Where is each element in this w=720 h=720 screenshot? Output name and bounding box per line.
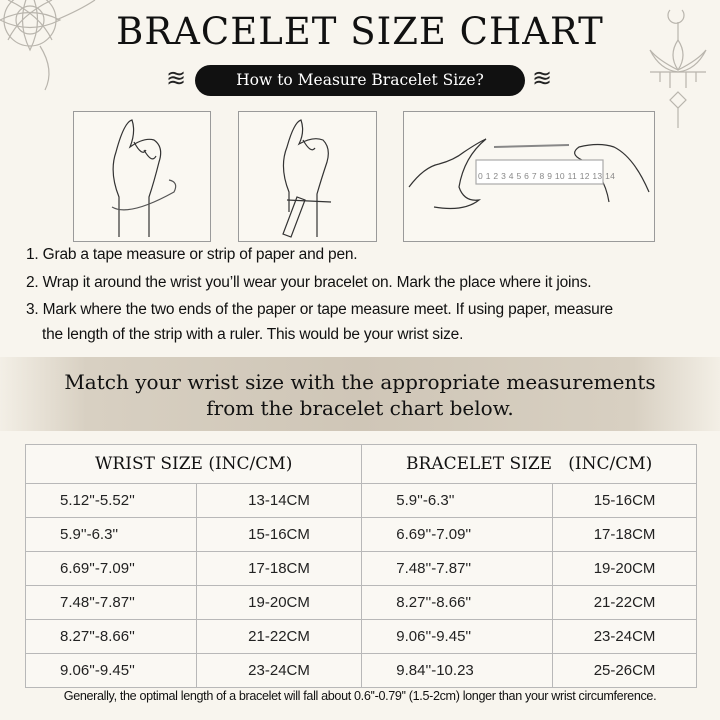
illustration-ruler: 0 1 2 3 4 5 6 7 8 9 10 11 12 13 14: [403, 111, 655, 242]
hand-wrap-icon: [111, 119, 177, 237]
illustration-mark-wrist: [238, 111, 377, 242]
banner-line-2: from the bracelet chart below.: [206, 396, 514, 420]
cell-wrist-cm: 21-22CM: [195, 619, 363, 654]
section-subtitle-pill: How to Measure Bracelet Size?: [195, 65, 525, 96]
ruler-numbers: 0 1 2 3 4 5 6 7 8 9 10 11 12 13 14: [478, 171, 616, 181]
cell-wrist-inches: 6.69''-7.09'': [25, 551, 197, 586]
table-header-row: WRIST SIZE (INC/CM) BRACELET SIZE (INC/C…: [24, 444, 697, 484]
illustration-wrap-wrist: [73, 111, 211, 242]
cell-wrist-cm: 19-20CM: [195, 585, 363, 620]
cell-bracelet-inches: 8.27''-8.66'': [361, 585, 554, 620]
match-banner: Match your wrist size with the appropria…: [0, 357, 720, 431]
cell-wrist-inches: 7.48''-7.87'': [25, 585, 197, 620]
cell-bracelet-cm: 23-24CM: [552, 619, 697, 654]
left-flourish-icon: ≋: [166, 64, 187, 92]
cell-bracelet-cm: 21-22CM: [552, 585, 697, 620]
size-table: WRIST SIZE (INC/CM) BRACELET SIZE (INC/C…: [24, 444, 697, 688]
instruction-step-2: 2. Wrap it around the wrist you’ll wear …: [26, 274, 592, 291]
cell-bracelet-cm: 25-26CM: [552, 653, 697, 688]
cell-bracelet-inches: 7.48''-7.87'': [361, 551, 554, 586]
table-row: 9.06''-9.45'' 23-24CM 9.84''-10.23 25-26CM: [25, 653, 697, 688]
footnote: Generally, the optimal length of a brace…: [63, 689, 657, 703]
cell-bracelet-cm: 15-16CM: [552, 483, 697, 518]
cell-wrist-cm: 15-16CM: [195, 517, 363, 552]
cell-bracelet-inches: 9.06''-9.45'': [361, 619, 554, 654]
banner-line-1: Match your wrist size with the appropria…: [64, 370, 656, 394]
table-row: 7.48''-7.87'' 19-20CM 8.27''-8.66'' 21-22CM: [25, 585, 697, 620]
cell-wrist-cm: 13-14CM: [195, 483, 363, 518]
header-bracelet-size: BRACELET SIZE (INC/CM): [361, 444, 697, 484]
mandala-decoration-icon: [0, 0, 96, 91]
cell-bracelet-inches: 9.84''-10.23: [361, 653, 554, 688]
page-title: BRACELET SIZE CHART: [116, 10, 604, 53]
header-wrist-size: WRIST SIZE (INC/CM): [24, 444, 363, 484]
cell-bracelet-cm: 17-18CM: [552, 517, 697, 552]
instruction-step-3: 3. Mark where the two ends of the paper …: [26, 301, 613, 318]
right-flourish-icon: ≋: [532, 64, 553, 92]
cell-wrist-inches: 8.27''-8.66'': [25, 619, 197, 654]
table-row: 5.12''-5.52'' 13-14CM 5.9''-6.3'' 15-16CM: [25, 483, 697, 518]
cell-bracelet-inches: 6.69''-7.09'': [361, 517, 554, 552]
cell-wrist-cm: 17-18CM: [195, 551, 363, 586]
hand-pen-icon: [282, 119, 332, 238]
lotus-pendant-icon: [649, 9, 707, 128]
cell-bracelet-cm: 19-20CM: [552, 551, 697, 586]
cell-bracelet-inches: 5.9''-6.3'': [361, 483, 554, 518]
hands-ruler-icon: [408, 138, 650, 210]
cell-wrist-inches: 9.06''-9.45'': [25, 653, 197, 688]
table-row: 5.9''-6.3'' 15-16CM 6.69''-7.09'' 17-18CM: [25, 517, 697, 552]
table-row: 8.27''-8.66'' 21-22CM 9.06''-9.45'' 23-24CM: [25, 619, 697, 654]
cell-wrist-inches: 5.9''-6.3'': [25, 517, 197, 552]
instruction-step-3-continued: the length of the strip with a ruler. Th…: [42, 326, 464, 343]
table-row: 6.69''-7.09'' 17-18CM 7.48''-7.87'' 19-20CM: [25, 551, 697, 586]
cell-wrist-inches: 5.12''-5.52'': [25, 483, 197, 518]
cell-wrist-cm: 23-24CM: [195, 653, 363, 688]
instruction-step-1: 1. Grab a tape measure or strip of paper…: [26, 246, 358, 263]
